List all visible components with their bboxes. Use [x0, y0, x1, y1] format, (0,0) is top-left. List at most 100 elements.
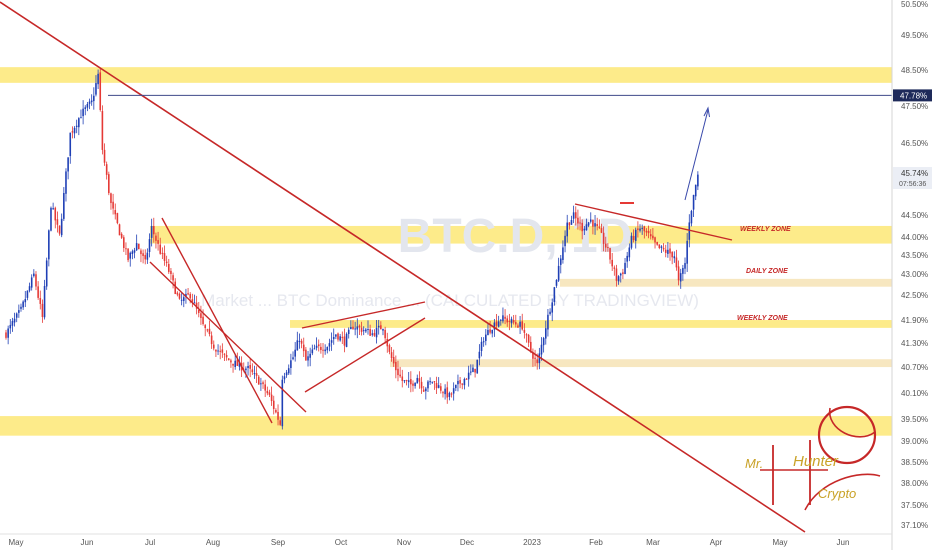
candle-body [410, 379, 412, 385]
candle [654, 236, 656, 249]
candle-body [658, 244, 661, 249]
candle-body [470, 371, 472, 373]
candle-body [461, 383, 464, 385]
candle-body [420, 381, 423, 389]
candle [637, 221, 639, 238]
candle-body [317, 344, 320, 347]
candle-body [422, 389, 425, 392]
candle-body [37, 286, 39, 298]
candle [95, 75, 97, 97]
candle-body [660, 246, 663, 248]
candle-body [144, 255, 147, 260]
candle-body [146, 252, 149, 260]
candle-body [598, 226, 601, 228]
candle-body [245, 368, 247, 371]
candle-body [195, 302, 198, 309]
candle [167, 258, 170, 274]
candle-body [189, 294, 192, 299]
candle-body [465, 378, 468, 380]
candle [35, 271, 37, 291]
candle-body [43, 286, 46, 318]
candle-body [315, 345, 318, 348]
candle-body [69, 132, 72, 157]
candle-body [202, 316, 204, 325]
candle-body [247, 365, 249, 369]
x-tick-label: 2023 [523, 538, 541, 547]
candle-body [185, 293, 187, 298]
candle-body [131, 251, 134, 254]
candle [452, 382, 455, 401]
candle [140, 248, 142, 263]
candle [245, 366, 247, 378]
candle-body [337, 333, 339, 340]
candle-body [232, 363, 234, 366]
candle [538, 347, 541, 370]
candle [99, 68, 102, 112]
candle [298, 333, 301, 349]
candle-body [643, 226, 646, 232]
candle [414, 382, 416, 389]
candle [108, 171, 110, 196]
candle-body [118, 224, 121, 236]
candle-body [435, 382, 438, 389]
candle-body [75, 125, 78, 128]
candle [311, 344, 314, 356]
candle [287, 364, 290, 375]
candle [313, 344, 316, 350]
candle [592, 219, 594, 235]
candle [249, 358, 251, 378]
candle [112, 193, 114, 215]
candle-body [675, 257, 678, 268]
candle [405, 379, 408, 386]
candle-body [9, 324, 12, 329]
candle-body [448, 392, 451, 397]
candle-body [90, 100, 93, 103]
candle [512, 315, 515, 325]
minor-zone [390, 359, 892, 368]
candle [622, 268, 624, 280]
candle-body [652, 235, 654, 239]
candle-body [275, 410, 277, 413]
candle [131, 249, 134, 260]
candle-body [692, 194, 695, 210]
candle [347, 327, 350, 339]
candle [431, 381, 434, 384]
daily-zone [560, 278, 892, 287]
candle [302, 337, 305, 357]
candle-body [615, 268, 618, 281]
x-tick-label: Apr [710, 538, 723, 547]
candle [632, 229, 635, 243]
candle-body [290, 360, 292, 368]
candle [427, 380, 429, 392]
candle [178, 292, 181, 300]
signature-hunter: Hunter [793, 453, 839, 470]
candle [365, 328, 367, 333]
candle-body [395, 361, 397, 371]
candle [290, 353, 292, 375]
channel-upper-line [161, 217, 273, 424]
candle-body [165, 261, 168, 264]
candle [257, 374, 260, 385]
candle-body [309, 353, 311, 358]
candle [281, 375, 284, 430]
candle [326, 346, 329, 354]
candle [662, 243, 665, 252]
candle-body [602, 232, 605, 244]
candle-body [373, 332, 376, 336]
candle [399, 366, 401, 378]
candle-body [200, 313, 202, 319]
candle [682, 264, 684, 281]
candle-body [540, 344, 543, 355]
x-tick-label: Jul [145, 538, 155, 547]
candle-body [549, 311, 551, 315]
candle-body [495, 321, 498, 326]
candle [90, 94, 93, 106]
candle [277, 404, 279, 426]
candle-body [442, 392, 444, 394]
candle-body [508, 320, 511, 322]
candle [30, 274, 33, 291]
candle-body [279, 420, 281, 425]
candle-body [362, 330, 365, 332]
candle [634, 227, 637, 249]
